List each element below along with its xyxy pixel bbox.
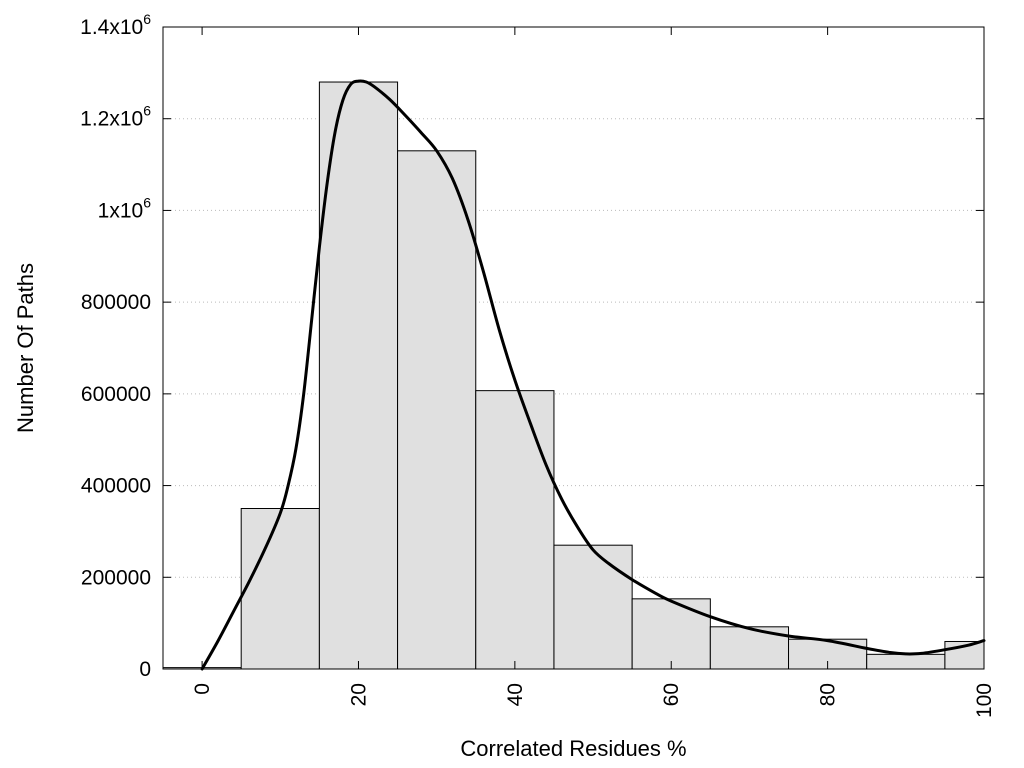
y-tick-label: 400000 [81, 475, 151, 498]
histogram-bar [631, 598, 711, 670]
y-tick-label: 600000 [81, 383, 151, 406]
density-curve [200, 79, 986, 671]
y-tick-label: 200000 [81, 566, 151, 589]
y-tick-label: 1.2x106 [80, 103, 151, 131]
histogram-bar [475, 390, 555, 670]
y-tick-label: 1x106 [98, 194, 152, 222]
histogram-bar [397, 150, 477, 670]
x-axis-ticks: 0 20 40 60 80 100 [191, 27, 996, 718]
histogram-bars [162, 81, 985, 670]
x-tick-label: 20 [347, 683, 370, 706]
y-tick-label: 1.4x106 [80, 11, 151, 39]
x-tick-label: 0 [191, 683, 214, 695]
x-tick-label: 40 [504, 683, 527, 706]
x-axis-title: Correlated Residues % [460, 736, 686, 761]
plot-frame [162, 26, 985, 670]
histogram-bar [318, 81, 399, 670]
histogram-bar [553, 544, 633, 670]
y-axis-title: Number Of Paths [13, 263, 38, 433]
y-axis-ticks: 0 200000 400000 600000 800000 1x106 1.2x106 1.4… [80, 11, 984, 681]
histogram-bar [240, 508, 320, 670]
y-tick-label: 800000 [81, 291, 151, 314]
grid-lines [163, 118, 984, 578]
x-tick-label: 100 [973, 683, 996, 718]
y-tick-label: 0 [139, 658, 151, 681]
x-tick-label: 60 [660, 683, 683, 706]
density-curve-line [200, 79, 986, 671]
x-tick-label: 80 [817, 683, 840, 706]
histogram-bar [866, 653, 946, 670]
